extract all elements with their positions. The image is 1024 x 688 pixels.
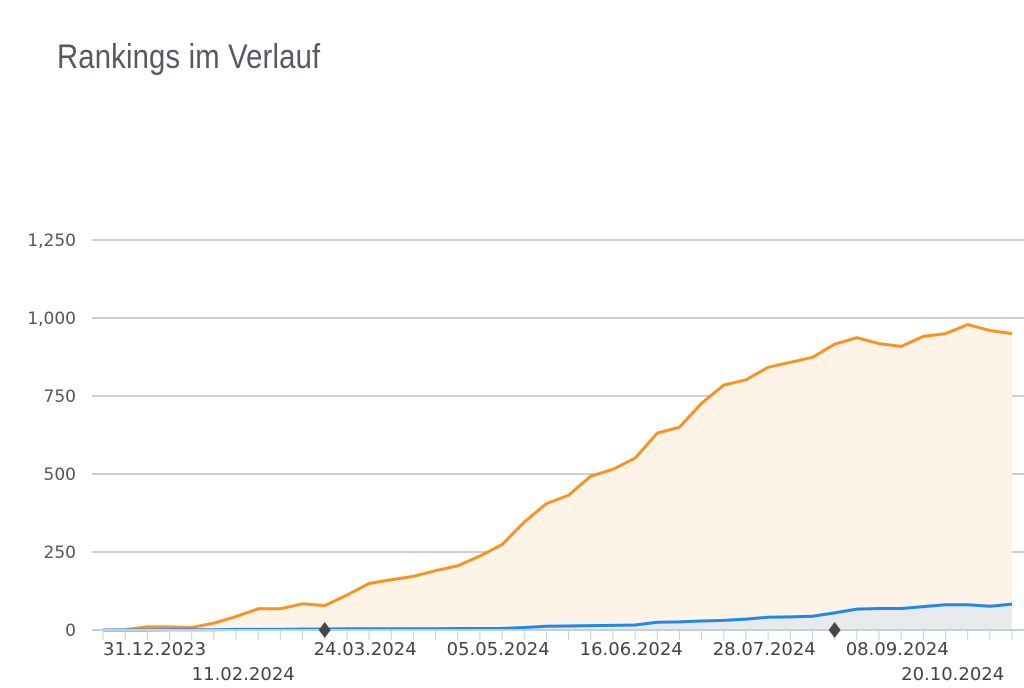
y-tick-label: 1,250 (27, 231, 76, 251)
y-tick-label: 500 (44, 465, 76, 485)
series-area-orange (103, 324, 1012, 630)
x-tick-label: 05.05.2024 (447, 639, 550, 660)
y-tick-label: 750 (44, 387, 76, 407)
x-tick-label: 24.03.2024 (314, 639, 417, 660)
annotation-marker-icon (318, 622, 331, 638)
x-tick-label: 31.12.2023 (103, 639, 206, 660)
x-tick-label: 28.07.2024 (713, 639, 816, 660)
y-tick-label: 1,000 (27, 309, 76, 329)
annotation-marker-icon (828, 622, 841, 638)
x-tick-label: 20.10.2024 (901, 664, 1004, 685)
series-line-orange (102, 323, 1013, 632)
x-tick-label: 16.06.2024 (580, 639, 683, 660)
y-tick-label: 0 (65, 621, 76, 641)
series-area-blue (103, 604, 1012, 630)
x-tick-label: 11.02.2024 (192, 664, 295, 685)
y-tick-label: 250 (44, 543, 76, 563)
x-tick-label: 08.09.2024 (846, 639, 949, 660)
chart-title: Rankings im Verlauf (57, 38, 321, 76)
